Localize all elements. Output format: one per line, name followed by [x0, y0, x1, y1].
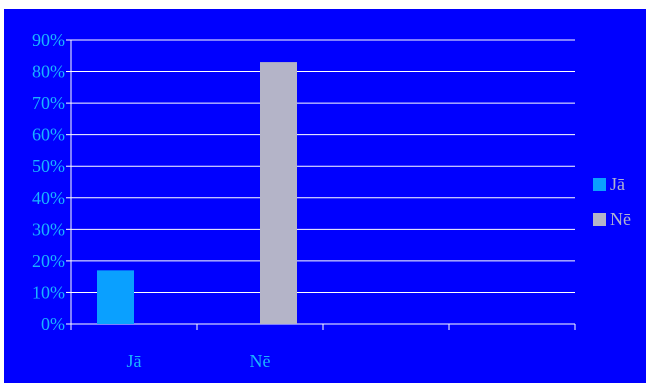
- x-tick-label: Jā: [127, 351, 142, 371]
- bar-chart: 0% 10% 20% 30% 40% 50% 60% 70% 80% 90% Jā Nē Jā Nē: [32, 30, 631, 371]
- y-tick-label: 30%: [32, 219, 65, 239]
- x-axis: Jā Nē: [70, 323, 576, 371]
- y-tick-label: 80%: [32, 62, 65, 82]
- y-tick-label: 0%: [41, 314, 65, 334]
- bar: [260, 62, 297, 324]
- gridlines: [71, 39, 575, 293]
- y-tick-label: 90%: [32, 30, 65, 50]
- legend: Jā Nē: [593, 174, 631, 229]
- y-tick-label: 50%: [32, 156, 65, 176]
- legend-swatch: [593, 178, 606, 191]
- y-tick-label: 70%: [32, 93, 65, 113]
- chart-area: 0% 10% 20% 30% 40% 50% 60% 70% 80% 90% Jā Nē Jā Nē: [4, 9, 646, 383]
- x-tick-label: Nē: [250, 351, 271, 371]
- y-axis: 0% 10% 20% 30% 40% 50% 60% 70% 80% 90%: [32, 30, 72, 334]
- legend-label: Nē: [610, 209, 631, 229]
- y-tick-label: 10%: [32, 282, 65, 302]
- bar: [97, 270, 134, 324]
- y-tick-label: 20%: [32, 251, 65, 271]
- y-tick-label: 40%: [32, 188, 65, 208]
- legend-label: Jā: [610, 174, 625, 194]
- legend-swatch: [593, 213, 606, 226]
- y-tick-label: 60%: [32, 125, 65, 145]
- bars: [97, 62, 297, 324]
